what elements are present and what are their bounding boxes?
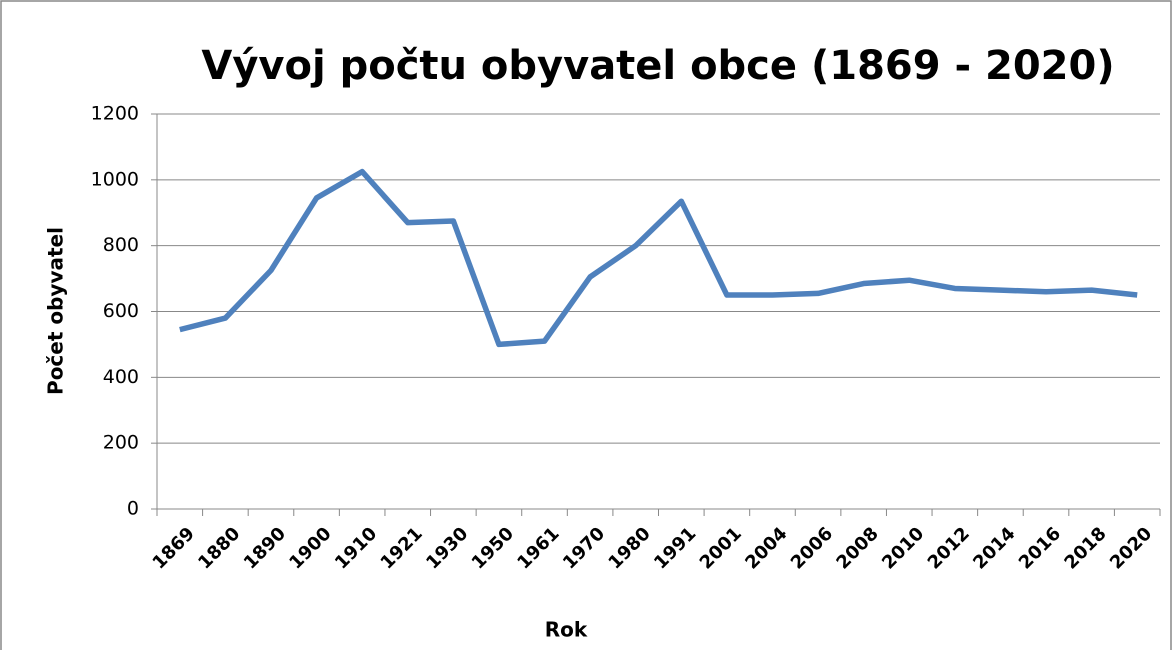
chart-title: Vývoj počtu obyvatel obce (1869 - 2020) xyxy=(201,43,1114,89)
y-tick-label: 200 xyxy=(103,432,139,454)
y-tick-label: 1000 xyxy=(91,168,139,190)
y-axis-label: Počet obyvatel xyxy=(44,227,68,395)
y-tick-label: 600 xyxy=(103,300,139,322)
data-line xyxy=(179,168,1138,348)
y-tick-label: 800 xyxy=(103,234,139,256)
y-tick-label: 1200 xyxy=(91,103,139,125)
y-tick-label: 400 xyxy=(103,366,139,388)
x-axis-label: Rok xyxy=(545,618,588,642)
y-tick-label: 0 xyxy=(127,498,139,520)
